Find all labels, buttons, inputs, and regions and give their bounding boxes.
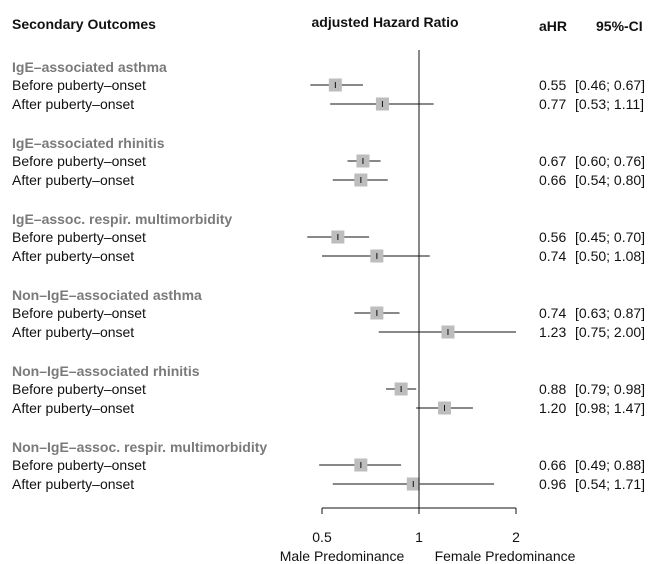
x-label-female: Female Predominance: [435, 548, 576, 564]
ahr-value: 0.88: [539, 381, 566, 397]
ahr-value: 0.56: [539, 229, 566, 245]
ci-value: [0.45; 0.70]: [575, 229, 645, 245]
row-label: Before puberty–onset: [12, 457, 146, 473]
ahr-value: 0.67: [539, 153, 566, 169]
group-label: IgE–associated asthma: [12, 59, 167, 75]
ahr-value: 1.23: [539, 324, 566, 340]
ci-value: [0.54; 1.71]: [575, 476, 645, 492]
ci-value: [0.50; 1.08]: [575, 248, 645, 264]
header-ci: 95%-CI: [596, 18, 643, 34]
ci-value: [0.98; 1.47]: [575, 400, 645, 416]
group-label: Non–IgE–assoc. respir. multimorbidity: [12, 439, 267, 455]
ahr-value: 0.96: [539, 476, 566, 492]
ci-value: [0.46; 0.67]: [575, 77, 645, 93]
ci-value: [0.79; 0.98]: [575, 381, 645, 397]
ahr-value: 0.74: [539, 305, 566, 321]
ci-value: [0.60; 0.76]: [575, 153, 645, 169]
row-label: After puberty–onset: [12, 172, 134, 188]
x-label-male: Male Predominance: [280, 548, 405, 564]
row-label: After puberty–onset: [12, 96, 134, 112]
row-label: Before puberty–onset: [12, 77, 146, 93]
ci-value: [0.54; 0.80]: [575, 172, 645, 188]
x-axis-ticks: 0.5 1 2: [312, 508, 520, 545]
x-tick-label: 1: [415, 529, 423, 545]
row-label: Before puberty–onset: [12, 381, 146, 397]
ahr-value: 1.20: [539, 400, 566, 416]
x-tick-label: 2: [512, 529, 520, 545]
rows-layer: IgE–associated asthma Before puberty–onse…: [12, 59, 645, 492]
ci-value: [0.63; 0.87]: [575, 305, 645, 321]
group-label: IgE–assoc. respir. multimorbidity: [12, 211, 232, 227]
row-label: Before puberty–onset: [12, 153, 146, 169]
ahr-value: 0.77: [539, 96, 566, 112]
ahr-value: 0.66: [539, 457, 566, 473]
row-label: After puberty–onset: [12, 400, 134, 416]
group-label: IgE–associated rhinitis: [12, 135, 165, 151]
header-outcomes: Secondary Outcomes: [12, 16, 156, 32]
ahr-value: 0.66: [539, 172, 566, 188]
x-tick-label: 0.5: [312, 529, 332, 545]
ahr-value: 0.55: [539, 77, 566, 93]
ci-value: [0.75; 2.00]: [575, 324, 645, 340]
group-label: Non–IgE–associated asthma: [12, 287, 202, 303]
row-label: Before puberty–onset: [12, 229, 146, 245]
row-label: After puberty–onset: [12, 476, 134, 492]
ahr-value: 0.74: [539, 248, 566, 264]
row-label: After puberty–onset: [12, 324, 134, 340]
ci-value: [0.49; 0.88]: [575, 457, 645, 473]
group-label: Non–IgE–associated rhinitis: [12, 363, 200, 379]
header-ahr: aHR: [539, 18, 567, 34]
row-label: After puberty–onset: [12, 248, 134, 264]
row-label: Before puberty–onset: [12, 305, 146, 321]
ci-value: [0.53; 1.11]: [575, 96, 644, 112]
header-adjusted-hazard-ratio: adjusted Hazard Ratio: [311, 14, 458, 30]
